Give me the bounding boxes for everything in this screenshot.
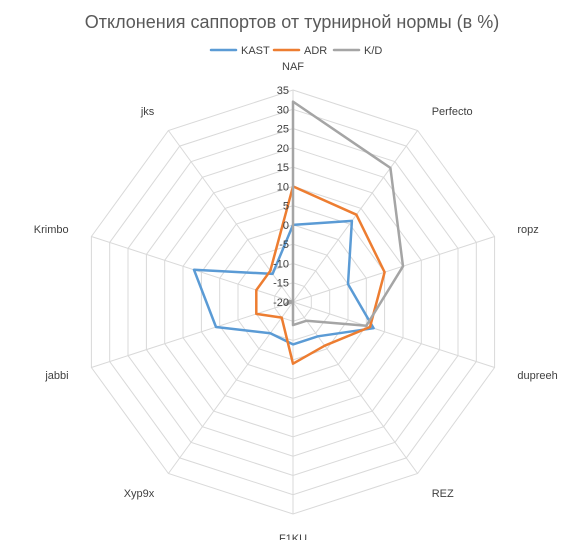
legend-label-kast: KAST [241, 45, 270, 57]
category-label-naf: NAF [282, 61, 304, 73]
tick-label: 20 [277, 143, 289, 155]
category-label-jks: jks [140, 106, 155, 118]
spoke-xyp9x [167, 301, 294, 474]
legend: KAST ADR K/D [209, 45, 382, 57]
series-line-k-d [284, 100, 405, 328]
category-labels: NAF Perfecto ropz dupreeh REZ F1KU Xyp9x jabbi K… [34, 61, 558, 540]
spoke-dupreeh [292, 301, 495, 368]
category-label-f1ku: F1KU [279, 533, 307, 540]
tick-label: 5 [283, 201, 289, 213]
tick-label: 35 [277, 85, 289, 97]
tick-label: -10 [273, 259, 289, 271]
category-label-xyp9x: Xyp9x [124, 488, 155, 500]
category-label-perfecto: Perfecto [432, 106, 473, 118]
tick-label: -15 [273, 278, 289, 290]
chart-title: Отклонения саппортов от турнирной нормы … [85, 12, 499, 32]
legend-label-kd: K/D [364, 45, 382, 57]
axis-tick-labels: -20 -15 -10 -5 0 5 10 15 20 25 30 35 [273, 85, 289, 309]
legend-label-adr: ADR [304, 45, 327, 57]
spoke-rez [292, 301, 419, 474]
series-layer [192, 100, 405, 365]
spoke-jks [167, 130, 294, 303]
category-label-rez: REZ [432, 488, 454, 500]
spoke-jabbi [91, 301, 294, 368]
category-label-krimbo: Krimbo [34, 224, 69, 236]
spoke-krimbo [91, 236, 294, 303]
category-label-jabbi: jabbi [44, 370, 68, 382]
tick-label: 15 [277, 162, 289, 174]
radar-grid [90, 89, 496, 515]
category-label-dupreeh: dupreeh [517, 370, 557, 382]
spoke-perfecto [292, 130, 419, 303]
tick-label: 0 [283, 220, 289, 232]
tick-label: -20 [273, 297, 289, 309]
series-line-adr [255, 185, 386, 365]
tick-label: 25 [277, 124, 289, 136]
series-line-kast [192, 219, 375, 346]
tick-label: 10 [277, 181, 289, 193]
tick-label: 30 [277, 104, 289, 116]
spoke-ropz [292, 236, 495, 303]
category-label-ropz: ropz [517, 224, 538, 236]
tick-label: -5 [279, 239, 289, 251]
